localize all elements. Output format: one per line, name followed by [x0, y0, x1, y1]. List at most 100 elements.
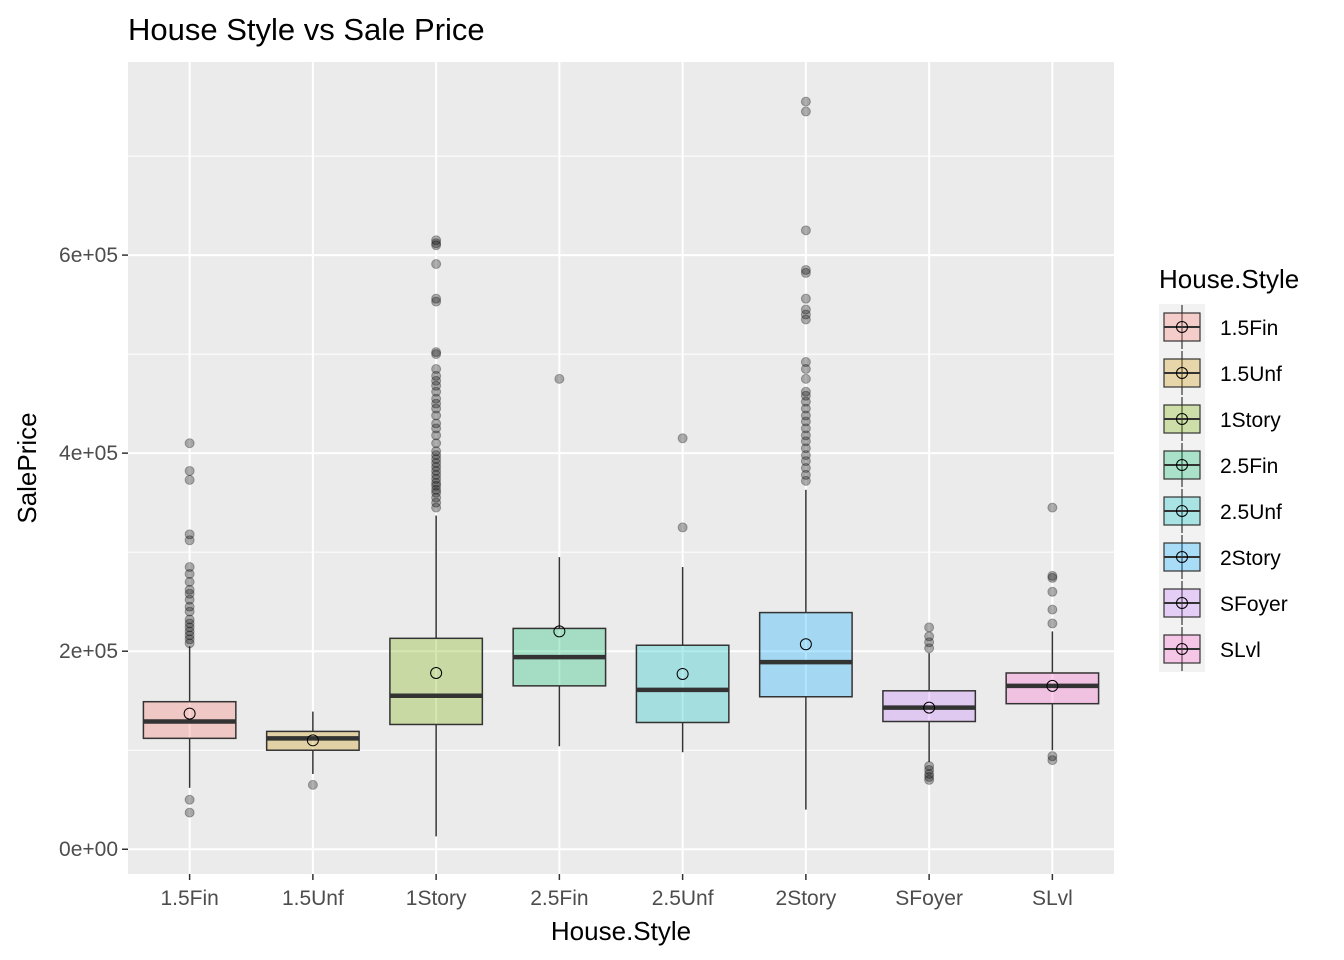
outlier-point — [800, 363, 811, 374]
outlier-point — [800, 436, 811, 447]
box-group-1.5Fin — [142, 438, 237, 818]
outlier-point — [800, 106, 811, 117]
outlier-point — [431, 370, 442, 381]
outlier-point — [431, 240, 442, 251]
y-tick-label: 0e+00 — [59, 838, 118, 861]
outlier-point — [924, 765, 935, 776]
outlier-point — [431, 480, 442, 491]
y-tick-label: 2e+05 — [59, 640, 118, 663]
outlier-point — [800, 314, 811, 325]
outlier-point — [800, 463, 811, 473]
plot-panel — [128, 62, 1114, 874]
outlier-point — [800, 403, 811, 414]
outlier-point — [800, 416, 811, 427]
box-series — [142, 96, 1100, 837]
x-tick-label: SFoyer — [895, 887, 963, 910]
x-axis: 1.5Fin 1.5Unf 1Story 2.5Fin 2.5Unf 2Story SFoy… — [160, 874, 1073, 910]
outlier-point — [431, 259, 442, 270]
outlier-point — [431, 465, 442, 476]
outlier-point — [184, 807, 195, 818]
outlier-point — [431, 487, 442, 498]
outlier-point — [431, 454, 442, 465]
x-tick-label: SLvl — [1032, 887, 1073, 910]
legend-label: SLvl — [1220, 639, 1261, 662]
outlier-point — [184, 529, 195, 540]
outlier-point — [800, 386, 811, 397]
x-tick-label: 2.5Unf — [652, 887, 714, 910]
outlier-point — [431, 296, 442, 307]
chart-title: House Style vs Sale Price — [128, 12, 485, 47]
outlier-point — [800, 475, 811, 486]
outlier-point — [431, 473, 442, 484]
outlier-point — [431, 446, 442, 457]
outlier-point — [800, 396, 811, 407]
box-group-SFoyer — [882, 622, 977, 785]
outlier-point — [924, 643, 935, 654]
mean-point — [430, 666, 443, 679]
outlier-point — [184, 601, 195, 612]
outlier-point — [184, 588, 195, 599]
outlier-point — [1047, 751, 1058, 762]
outlier-point — [184, 622, 195, 633]
outlier-point — [431, 393, 442, 404]
y-axis: 0e+00 2e+05 4e+05 6e+05 — [59, 244, 128, 861]
outlier-point — [800, 430, 811, 441]
outlier-point — [184, 568, 195, 579]
outlier-point — [800, 443, 811, 454]
mean-point — [676, 667, 689, 680]
outlier-point — [1047, 572, 1058, 583]
box — [1005, 672, 1100, 705]
outlier-point — [184, 474, 195, 485]
box-group-2Story — [758, 96, 853, 810]
outlier-point — [677, 522, 688, 533]
outlier-point — [431, 438, 442, 449]
outlier-point — [184, 630, 195, 641]
mean-point — [183, 707, 196, 720]
legend-key-mean — [1176, 459, 1188, 471]
outlier-point — [800, 469, 811, 480]
x-tick-label: 2Story — [776, 887, 837, 910]
outlier-point — [677, 433, 688, 444]
outlier-point — [431, 423, 442, 434]
legend-label: SFoyer — [1220, 593, 1288, 616]
outlier-point — [431, 363, 442, 374]
outlier-point — [184, 618, 195, 629]
outlier-point — [800, 357, 811, 368]
outlier-point — [431, 375, 442, 386]
legend-label: 1.5Fin — [1220, 317, 1278, 340]
outlier-point — [184, 562, 195, 573]
mean-point — [923, 701, 936, 714]
outlier-point — [800, 450, 811, 461]
outlier-point — [924, 637, 935, 648]
outlier-point — [431, 347, 442, 358]
outlier-point — [184, 576, 195, 587]
legend-key-mean — [1176, 505, 1188, 517]
x-tick-label: 1Story — [406, 887, 467, 910]
outlier-point — [431, 458, 442, 469]
outlier-point — [431, 492, 442, 503]
outlier-point — [800, 293, 811, 304]
outlier-point — [184, 594, 195, 605]
outlier-point — [800, 96, 811, 107]
legend-key-mean — [1176, 321, 1188, 333]
outlier-point — [431, 235, 442, 246]
outlier-point — [431, 469, 442, 480]
mean-point — [799, 638, 812, 651]
legend-label: 2Story — [1220, 547, 1281, 570]
legend-key-mean — [1176, 643, 1188, 655]
x-tick-label: 1.5Fin — [160, 887, 218, 910]
box-group-SLvl — [1005, 502, 1100, 766]
outlier-point — [307, 779, 318, 790]
outlier-point — [431, 410, 442, 421]
y-axis-title: SalePrice — [12, 412, 42, 523]
legend: House.Style 1.5Fin 1.5Unf 1Story 2.5Fin 2.5U… — [1159, 264, 1299, 672]
outlier-point — [431, 386, 442, 397]
outlier-point — [184, 626, 195, 637]
outlier-point — [924, 774, 935, 785]
outlier-point — [431, 349, 442, 360]
outlier-point — [431, 430, 442, 441]
outlier-point — [800, 423, 811, 434]
outlier-point — [431, 462, 442, 473]
box-group-1Story — [389, 235, 484, 837]
